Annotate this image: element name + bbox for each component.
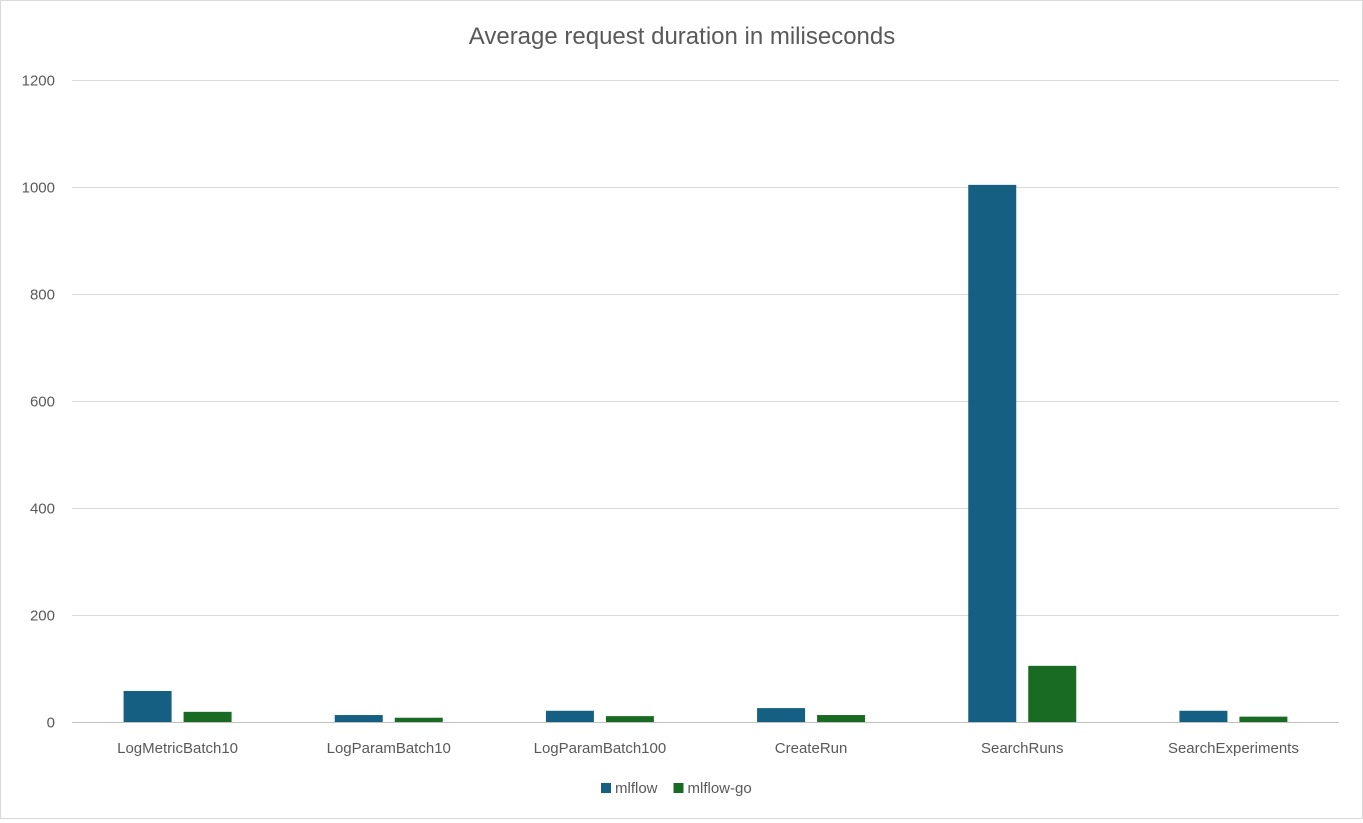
y-tick-label: 800 (30, 287, 55, 304)
y-tick-label: 600 (30, 394, 55, 411)
bar-mlflow-go-LogParamBatch100 (605, 716, 654, 722)
bar-mlflow-LogParamBatch10 (334, 715, 383, 722)
y-tick-label: 0 (47, 715, 55, 732)
bar-mlflow-SearchExperiments (1179, 710, 1228, 722)
bar-mlflow-go-LogMetricBatch10 (183, 711, 232, 722)
legend-label-mlflow: mlflow (615, 780, 658, 797)
bar-mlflow-CreateRun (757, 708, 806, 722)
y-axis-ticks: 0 200 400 600 800 1000 1200 (22, 73, 55, 732)
y-tick-label: 200 (30, 608, 55, 625)
y-tick-label: 1200 (22, 73, 55, 90)
x-tick-label: LogParamBatch100 (534, 740, 667, 757)
x-tick-label: CreateRun (775, 740, 848, 757)
legend-label-mlflow-go: mlflow-go (688, 780, 752, 797)
bar-mlflow-go-SearchRuns (1028, 665, 1077, 722)
chart-title: Average request duration in miliseconds (469, 23, 895, 50)
bar-mlflow-go-CreateRun (817, 715, 866, 722)
y-tick-label: 1000 (22, 180, 55, 197)
x-tick-label: SearchRuns (981, 740, 1064, 757)
bar-mlflow-LogMetricBatch10 (123, 690, 172, 722)
x-tick-label: LogParamBatch10 (327, 740, 451, 757)
x-axis-ticks: LogMetricBatch10 LogParamBatch10 LogParamB… (117, 740, 1299, 757)
bar-mlflow-go-SearchExperiments (1239, 716, 1288, 722)
x-tick-label: SearchExperiments (1168, 740, 1299, 757)
legend-swatch-mlflow (601, 783, 611, 793)
bars (123, 184, 1288, 723)
bar-mlflow-LogParamBatch100 (545, 710, 594, 722)
x-tick-label: LogMetricBatch10 (117, 740, 238, 757)
legend: mlflow mlflow-go (601, 780, 752, 797)
legend-swatch-mlflow-go (673, 783, 684, 793)
bar-mlflow-go-LogParamBatch10 (394, 717, 443, 722)
y-tick-label: 400 (30, 501, 55, 518)
bar-mlflow-SearchRuns (968, 184, 1017, 723)
gridlines (72, 80, 1339, 723)
